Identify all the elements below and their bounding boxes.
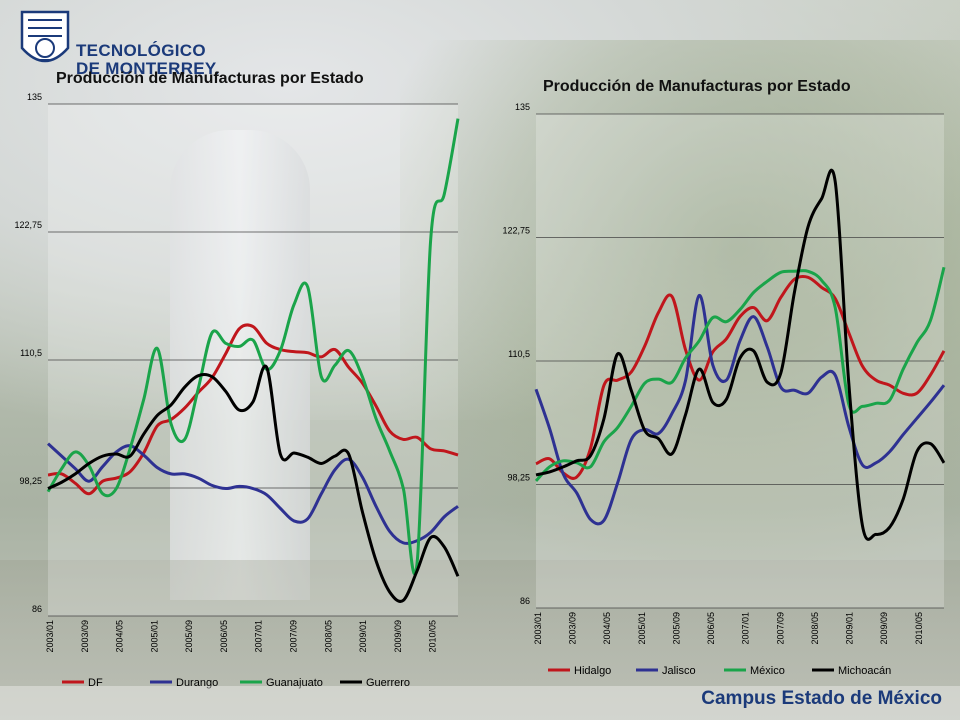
background-ground	[0, 560, 960, 720]
x-tick-label: 2006/05	[706, 612, 716, 645]
footer-bar	[0, 686, 960, 720]
y-tick-label: 110,5	[20, 348, 42, 358]
x-tick-label: 2007/09	[775, 612, 785, 645]
x-tick-label: 2005/09	[671, 612, 681, 645]
x-tick-label: 2010/05	[914, 612, 924, 645]
x-tick-label: 2005/01	[149, 620, 159, 653]
y-tick-label: 86	[520, 596, 530, 606]
y-tick-label: 98,25	[19, 476, 42, 486]
series-line-df	[47, 323, 459, 496]
legend-label: Guanajuato	[266, 677, 323, 689]
legend-label: Michoacán	[838, 665, 891, 677]
x-tick-label: 2009/09	[879, 612, 889, 645]
y-tick-label: 86	[32, 604, 42, 614]
x-tick-label: 2003/01	[45, 620, 55, 653]
legend-label: Durango	[176, 677, 218, 689]
x-tick-label: 2003/09	[568, 612, 578, 645]
series-line-guerrero	[47, 364, 460, 603]
y-tick-label: 135	[515, 102, 530, 112]
x-tick-label: 2008/05	[323, 620, 333, 653]
campus-footer: Campus Estado de México	[701, 688, 942, 709]
legend-label: DF	[88, 677, 103, 689]
series-line-michoacán	[535, 168, 946, 541]
x-tick-label: 2003/09	[80, 620, 90, 653]
legend-label: Jalisco	[662, 665, 696, 677]
background-trees	[400, 40, 960, 560]
legend-label: Guerrero	[366, 677, 410, 689]
chart1-title: Producción de Manufacturas por Estado	[56, 70, 364, 87]
x-tick-label: 2005/01	[637, 612, 647, 645]
logo-wordmark: TECNOLÓGICO DE MONTERREY.	[76, 42, 220, 78]
legend-label: Hidalgo	[574, 665, 611, 677]
x-tick-label: 2009/01	[845, 612, 855, 645]
x-tick-label: 2005/09	[184, 620, 194, 653]
x-tick-label: 2009/01	[358, 620, 368, 653]
y-tick-label: 98,25	[507, 473, 530, 483]
x-tick-label: 2003/01	[533, 612, 543, 645]
background-tower	[170, 130, 310, 600]
x-tick-label: 2006/05	[219, 620, 229, 653]
x-tick-label: 2009/09	[393, 620, 403, 653]
logo-line2: DE MONTERREY.	[76, 59, 220, 78]
x-tick-label: 2004/05	[115, 620, 125, 653]
chart2-title: Producción de Manufacturas por Estado	[543, 78, 851, 95]
y-tick-label: 122,75	[14, 220, 42, 230]
x-tick-label: 2004/05	[602, 612, 612, 645]
series-line-jalisco	[534, 293, 946, 526]
seal-icon	[20, 10, 70, 63]
y-tick-label: 122,75	[502, 226, 530, 236]
logo-line1: TECNOLÓGICO	[76, 41, 206, 60]
y-tick-label: 135	[27, 92, 42, 102]
x-tick-label: 2007/01	[254, 620, 264, 653]
series-line-méxico	[534, 266, 946, 483]
legend-label: México	[750, 665, 785, 677]
x-tick-label: 2007/01	[741, 612, 751, 645]
series-line-hidalgo	[535, 274, 946, 480]
institution-logo: TECNOLÓGICO DE MONTERREY.	[16, 8, 236, 78]
x-tick-label: 2007/09	[289, 620, 299, 653]
x-tick-label: 2008/05	[810, 612, 820, 645]
x-tick-label: 2010/05	[428, 620, 438, 653]
series-line-durango	[46, 442, 459, 545]
y-tick-label: 110,5	[508, 349, 530, 359]
